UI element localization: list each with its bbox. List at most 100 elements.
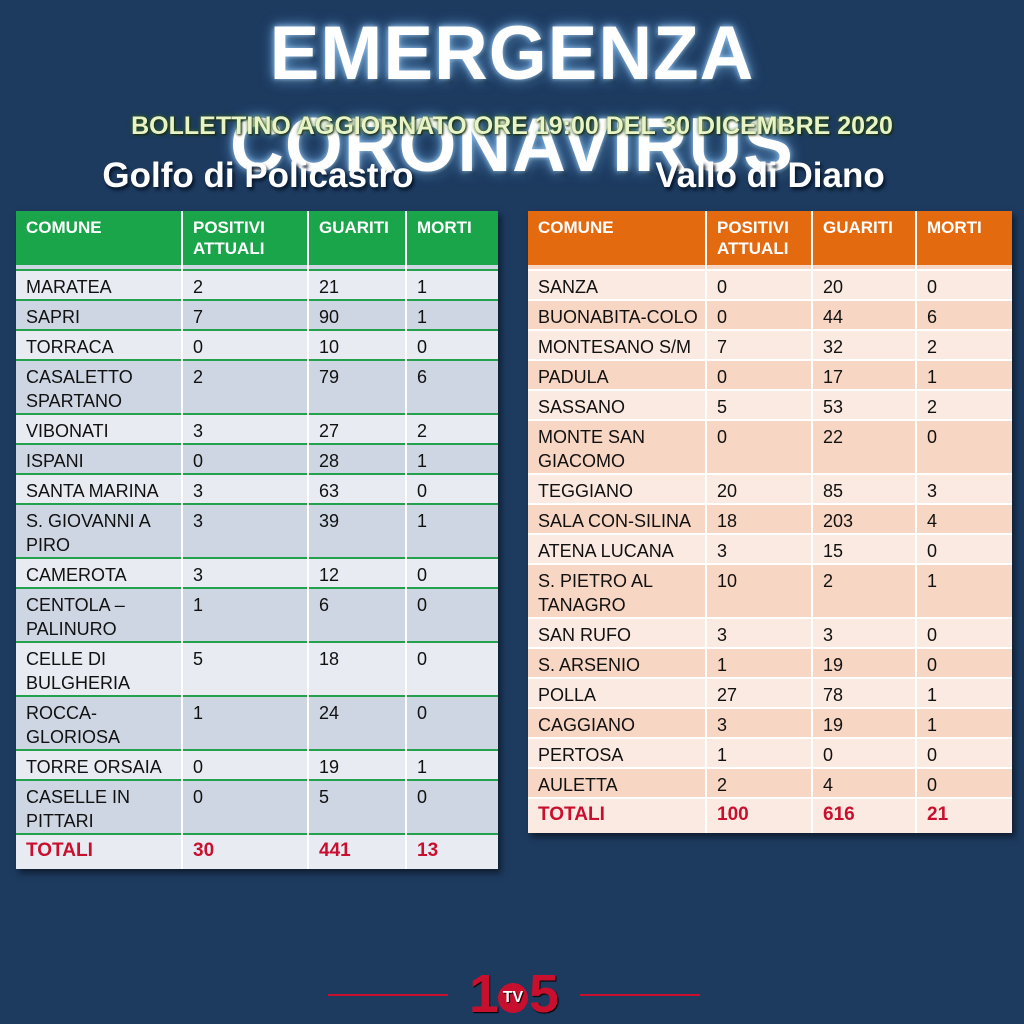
table-header-row: COMUNE POSITIVI ATTUALI GUARITI MORTI <box>16 211 498 265</box>
comune-cell: TEGGIANO <box>528 473 707 504</box>
positivi-cell: 2 <box>706 767 813 798</box>
morti-cell: 2 <box>406 413 498 444</box>
total-morti-cell: 13 <box>406 833 498 869</box>
total-positivi-cell: 100 <box>706 797 813 833</box>
comune-cell: CELLE DI BULGHERIA <box>16 641 183 696</box>
table-row: CELLE DI BULGHERIA 5 18 0 <box>16 641 498 696</box>
total-comune-cell: TOTALI <box>528 797 707 833</box>
guariti-cell: 28 <box>308 443 407 474</box>
table-row: AULETTA 2 4 0 <box>528 767 1012 798</box>
guariti-cell: 2 <box>812 563 917 618</box>
gap-cell <box>308 265 407 270</box>
table-row: SAN RUFO 3 3 0 <box>528 617 1012 648</box>
comune-cell: S. PIETRO AL TANAGRO <box>528 563 707 618</box>
comune-cell: POLLA <box>528 677 707 708</box>
morti-cell: 0 <box>406 557 498 588</box>
column-header-positivi: POSITIVI ATTUALI <box>182 211 309 265</box>
positivi-cell: 3 <box>182 503 309 558</box>
table-row: ROCCA-GLORIOSA 1 24 0 <box>16 695 498 750</box>
comune-cell: CENTOLA – PALINURO <box>16 587 183 642</box>
gap-cell <box>812 265 917 270</box>
gap-cell <box>182 265 309 270</box>
morti-cell: 0 <box>406 473 498 504</box>
table-row: MONTE SAN GIACOMO 0 22 0 <box>528 419 1012 474</box>
totals-row: TOTALI 100 616 21 <box>528 797 1012 833</box>
column-header-positivi: POSITIVI ATTUALI <box>706 211 813 265</box>
column-header-morti: MORTI <box>406 211 498 265</box>
table-row: BUONABITA-COLO 0 44 6 <box>528 299 1012 330</box>
positivi-cell: 0 <box>182 749 309 780</box>
positivi-cell: 27 <box>706 677 813 708</box>
tv5-logo: 1 TV 5 <box>0 966 1024 1022</box>
comune-cell: TORRACA <box>16 329 183 360</box>
table-row: CASELLE IN PITTARI 0 5 0 <box>16 779 498 834</box>
guariti-cell: 4 <box>812 767 917 798</box>
table-header-row: COMUNE POSITIVI ATTUALI GUARITI MORTI <box>528 211 1012 265</box>
comune-cell: SASSANO <box>528 389 707 420</box>
guariti-cell: 24 <box>308 695 407 750</box>
table-row: SASSANO 5 53 2 <box>528 389 1012 420</box>
positivi-cell: 0 <box>706 269 813 300</box>
morti-cell: 0 <box>916 617 1012 648</box>
table-row: CASALETTO SPARTANO 2 79 6 <box>16 359 498 414</box>
guariti-cell: 21 <box>308 269 407 300</box>
gap-cell <box>916 265 1012 270</box>
comune-cell: SAPRI <box>16 299 183 330</box>
guariti-cell: 90 <box>308 299 407 330</box>
comune-cell: SANZA <box>528 269 707 300</box>
comune-cell: VIBONATI <box>16 413 183 444</box>
guariti-cell: 0 <box>812 737 917 768</box>
positivi-cell: 2 <box>182 269 309 300</box>
guariti-cell: 39 <box>308 503 407 558</box>
positivi-cell: 3 <box>182 557 309 588</box>
guariti-cell: 53 <box>812 389 917 420</box>
table-golfo-di-policastro: COMUNE POSITIVI ATTUALI GUARITI MORTI MA… <box>16 211 498 869</box>
positivi-cell: 0 <box>706 359 813 390</box>
morti-cell: 3 <box>916 473 1012 504</box>
positivi-cell: 18 <box>706 503 813 534</box>
positivi-cell: 2 <box>182 359 309 414</box>
comune-cell: CAGGIANO <box>528 707 707 738</box>
header-gap-row <box>528 265 1012 270</box>
comune-cell: TORRE ORSAIA <box>16 749 183 780</box>
table-row: PERTOSA 1 0 0 <box>528 737 1012 768</box>
table-row: S. ARSENIO 1 19 0 <box>528 647 1012 678</box>
morti-cell: 0 <box>406 779 498 834</box>
bulletin-subtitle: BOLLETTINO AGGIORNATO ORE 19:00 DEL 30 D… <box>131 112 893 140</box>
morti-cell: 1 <box>916 359 1012 390</box>
gap-cell <box>406 265 498 270</box>
comune-cell: S. ARSENIO <box>528 647 707 678</box>
comune-cell: MONTE SAN GIACOMO <box>528 419 707 474</box>
guariti-cell: 3 <box>812 617 917 648</box>
positivi-cell: 0 <box>182 329 309 360</box>
table-row: TORRE ORSAIA 0 19 1 <box>16 749 498 780</box>
logo-text-left: 1 <box>468 964 499 1024</box>
morti-cell: 0 <box>406 329 498 360</box>
comune-cell: CAMEROTA <box>16 557 183 588</box>
guariti-cell: 63 <box>308 473 407 504</box>
column-header-comune: COMUNE <box>16 211 183 265</box>
column-header-guariti: GUARITI <box>308 211 407 265</box>
guariti-cell: 78 <box>812 677 917 708</box>
positivi-cell: 3 <box>182 473 309 504</box>
guariti-cell: 19 <box>812 707 917 738</box>
guariti-cell: 19 <box>812 647 917 678</box>
morti-cell: 0 <box>916 269 1012 300</box>
morti-cell: 6 <box>916 299 1012 330</box>
comune-cell: CASALETTO SPARTANO <box>16 359 183 414</box>
comune-cell: CASELLE IN PITTARI <box>16 779 183 834</box>
gap-cell <box>706 265 813 270</box>
logo-tv-badge: TV <box>498 982 528 1013</box>
positivi-cell: 1 <box>182 695 309 750</box>
guariti-cell: 79 <box>308 359 407 414</box>
morti-cell: 1 <box>916 707 1012 738</box>
morti-cell: 1 <box>916 563 1012 618</box>
comune-cell: S. GIOVANNI A PIRO <box>16 503 183 558</box>
gap-cell <box>528 265 707 270</box>
logo-line-left <box>328 994 448 996</box>
morti-cell: 4 <box>916 503 1012 534</box>
table-row: TEGGIANO 20 85 3 <box>528 473 1012 504</box>
total-comune-cell: TOTALI <box>16 833 183 869</box>
positivi-cell: 7 <box>706 329 813 360</box>
table-row: SANTA MARINA 3 63 0 <box>16 473 498 504</box>
